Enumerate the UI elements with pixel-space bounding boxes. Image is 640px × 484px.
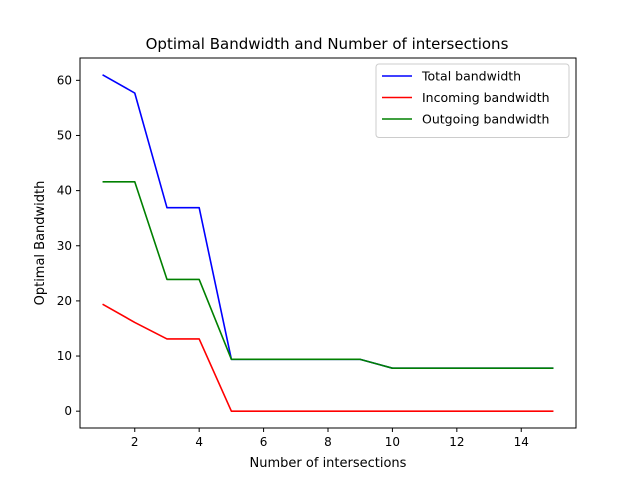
y-tick-label: 20 [57,294,72,308]
x-tick-label: 4 [195,435,203,449]
legend-label-3: Outgoing bandwidth [422,112,549,127]
series-layer [102,74,554,412]
y-tick-label: 30 [57,239,72,253]
y-tick-label: 60 [57,73,72,87]
x-axis-label: Number of intersections [250,456,407,471]
x-tick-label: 6 [260,435,268,449]
x-axis: 2 4 6 8 10 12 14 [131,428,529,449]
y-tick-label: 50 [57,128,72,142]
x-tick-label: 14 [514,435,529,449]
x-tick-label: 10 [385,435,400,449]
series-line-2 [102,303,554,412]
y-axis: 0 10 20 30 40 50 60 [57,73,80,418]
x-tick-label: 8 [324,435,332,449]
x-tick-label: 2 [131,435,139,449]
y-axis-label: Optimal Bandwidth [33,181,48,306]
legend-label-2: Incoming bandwidth [422,90,550,105]
chart-title: Optimal Bandwidth and Number of intersec… [146,35,509,53]
legend: Total bandwidth Incoming bandwidth Outgoin… [375,63,570,138]
y-tick-label: 40 [57,184,72,198]
series-line-3 [102,180,554,369]
y-tick-label: 10 [57,349,72,363]
legend-label-1: Total bandwidth [421,69,521,84]
legend-box [375,63,570,138]
y-tick-label: 0 [64,404,72,418]
x-tick-label: 12 [449,435,464,449]
